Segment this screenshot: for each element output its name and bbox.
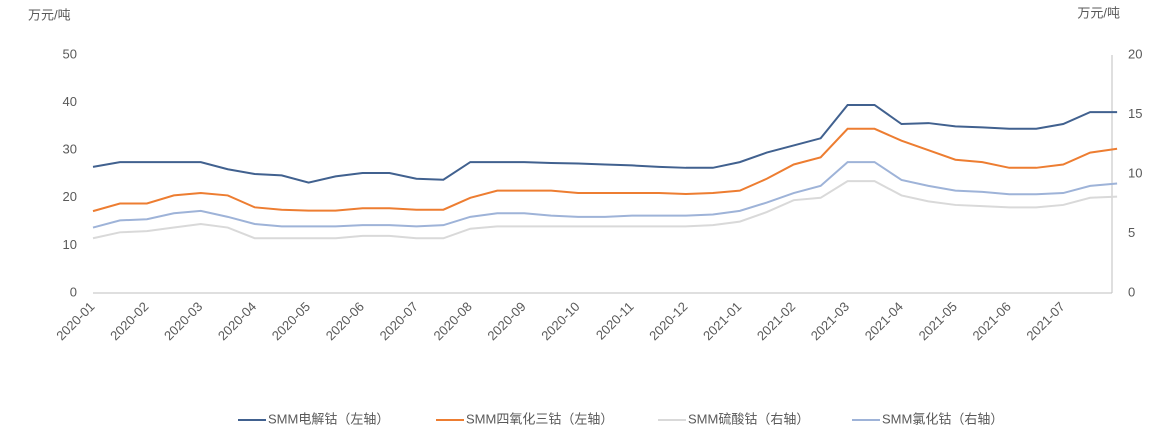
x-tick-label: 2020-09 bbox=[484, 299, 528, 343]
y-tick-label: 30 bbox=[63, 142, 77, 157]
x-tick-label: 2021-03 bbox=[808, 299, 852, 343]
y-tick-label: 40 bbox=[63, 94, 77, 109]
legend-label: SMM氯化钴（右轴） bbox=[882, 411, 1003, 426]
x-tick-label: 2021-01 bbox=[700, 299, 744, 343]
x-tick-label: 2020-02 bbox=[107, 299, 151, 343]
y-tick-label: 50 bbox=[63, 46, 77, 61]
y-tick-label: 20 bbox=[63, 189, 77, 204]
x-tick-label: 2021-04 bbox=[862, 299, 906, 343]
y2-tick-label: 5 bbox=[1128, 225, 1135, 240]
x-tick-label: 2021-06 bbox=[970, 299, 1014, 343]
x-tick-label: 2020-08 bbox=[431, 299, 475, 343]
x-tick-label: 2020-04 bbox=[215, 299, 259, 343]
series-line bbox=[92, 127, 1118, 213]
x-tick-label: 2020-12 bbox=[646, 299, 690, 343]
y-tick-label: 10 bbox=[63, 237, 77, 252]
x-tick-label: 2021-05 bbox=[916, 299, 960, 343]
series-line bbox=[92, 161, 1118, 229]
y2-axis-label: 万元/吨 bbox=[1077, 5, 1120, 20]
legend-label: SMM硫酸钴（右轴） bbox=[688, 411, 809, 426]
x-tick-label: 2021-02 bbox=[754, 299, 798, 343]
x-tick-label: 2020-05 bbox=[269, 299, 313, 343]
y2-tick-label: 20 bbox=[1128, 46, 1142, 61]
x-tick-label: 2020-10 bbox=[538, 299, 582, 343]
y-tick-label: 0 bbox=[70, 284, 77, 299]
x-tick-label: 2020-06 bbox=[323, 299, 367, 343]
x-tick-label: 2020-03 bbox=[161, 299, 205, 343]
series-line bbox=[92, 103, 1118, 184]
x-tick-label: 2020-11 bbox=[593, 299, 637, 343]
x-tick-label: 2020-07 bbox=[377, 299, 421, 343]
y2-tick-label: 0 bbox=[1128, 284, 1135, 299]
series-line bbox=[92, 180, 1118, 240]
legend-label: SMM电解钴（左轴） bbox=[268, 411, 389, 426]
y2-tick-label: 15 bbox=[1128, 106, 1142, 121]
y-axis-label: 万元/吨 bbox=[28, 7, 71, 22]
x-tick-label: 2021-07 bbox=[1023, 299, 1067, 343]
y2-tick-label: 10 bbox=[1128, 165, 1142, 180]
x-tick-label: 2020-01 bbox=[53, 299, 97, 343]
legend-label: SMM四氧化三钴（左轴） bbox=[466, 411, 613, 426]
